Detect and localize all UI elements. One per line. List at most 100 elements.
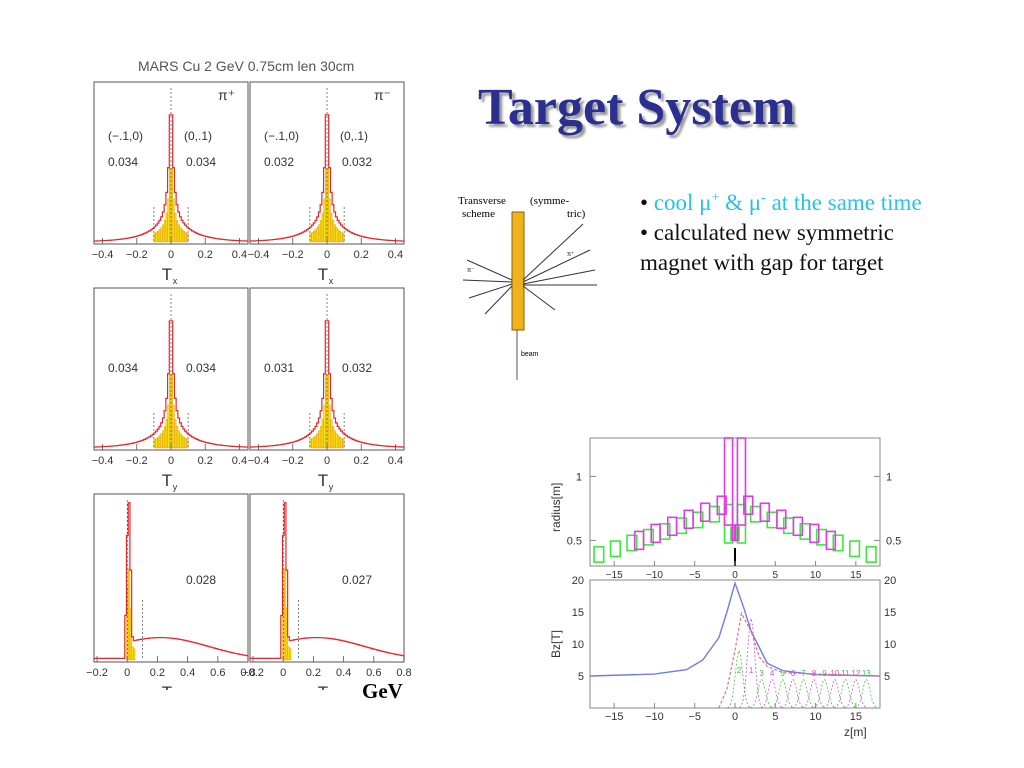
plot-frame: [93, 493, 249, 663]
component-label: 2: [737, 666, 742, 675]
field-coil-component: [833, 678, 857, 709]
x-tick-label: 0.4: [388, 249, 403, 261]
coil: [666, 516, 678, 537]
histogram-line: [93, 320, 249, 448]
field-coil-component: [802, 678, 826, 709]
histogram-pi-plus-Ty: −0.4 −0.2 0 0.2 0.4 T y 0.034 0.034: [92, 287, 249, 492]
field-coil-component: [823, 678, 847, 709]
x-tick-label: −10: [646, 570, 663, 581]
x-tick-label: 0: [168, 249, 174, 261]
coil: [809, 523, 820, 544]
y-tick-label: 5: [578, 671, 584, 683]
x-tick-label: −0.4: [248, 249, 270, 261]
x-tick-label: −15: [606, 570, 623, 581]
component-label: 8: [812, 669, 817, 678]
component-label: 13: [862, 669, 871, 678]
axis-label-subscript: y: [329, 482, 334, 492]
component-label: 1: [749, 666, 754, 675]
coil: [609, 540, 622, 558]
field-coil-component: [739, 618, 763, 708]
component-label: 5: [780, 669, 785, 678]
bullet-item-2: • calculated new symmetric magnet with g…: [640, 220, 894, 275]
histogram-pi-minus-Ty: −0.4 −0.2 0 0.2 0.4 T y 0.031 0.032: [248, 287, 405, 492]
x-tick-label: 0.2: [198, 455, 213, 467]
coil: [699, 502, 711, 522]
x-tick-label: 0.4: [336, 667, 351, 679]
axis-label: T: [318, 471, 328, 490]
y-tick-label: 10: [572, 639, 584, 651]
bullet-text-part: cool μ: [653, 190, 712, 215]
x-tick-label: 0: [732, 570, 738, 581]
coil: [743, 495, 754, 515]
bullet-item-1: • cool μ+ & μ- at the same time: [640, 188, 940, 218]
histogram-line: [249, 502, 405, 660]
fraction-value: 0.034: [186, 361, 216, 375]
y-axis-label: radius[m]: [549, 483, 563, 532]
field-coil-component: [770, 678, 794, 709]
magnet-plots: radius[m]1 10.5 0.5−15 −10 −5 0 5 10 15 Bz[T]20 2…: [549, 437, 901, 739]
y-axis-label: Bz[T]: [549, 630, 563, 658]
y-tick-label: 1: [576, 471, 582, 483]
coil: [650, 523, 661, 544]
histogram-pi-plus-Tx: −0.4 −0.2 0 0.2 0.4 T x π⁺ (−.1,0) (0,.1) 0.034 0.0…: [92, 81, 249, 286]
component-label: 11: [841, 669, 850, 678]
plot-frame: [249, 493, 405, 663]
scheme-label-symmetric: (symme-: [530, 195, 569, 207]
scheme-label-beam: beam: [521, 351, 539, 358]
axis-label-subscript: x: [329, 276, 334, 286]
y-tick-label: 20: [572, 575, 584, 587]
coil: [683, 509, 694, 530]
x-tick-label: −10: [645, 711, 664, 723]
coil: [723, 437, 734, 526]
axis-label: T: [318, 683, 328, 690]
fraction-value: 0.034: [108, 361, 138, 375]
x-tick-label: −0.2: [86, 667, 108, 679]
field-coil-component: [812, 678, 836, 709]
coil: [776, 509, 787, 530]
axis-label: T: [162, 471, 172, 490]
scheme-label-piminus: π⁻: [467, 268, 474, 274]
y-tick-label-right: 10: [884, 639, 896, 651]
histogram-grid: MARS Cu 2 GeV 0.75cm len 30cm −0.4 −0.2 0 0…: [86, 58, 411, 690]
histogram-pi-plus-Tz: −0.200.20.40.60.8Tz0.028: [86, 493, 256, 690]
coil: [731, 524, 736, 542]
unit-label: GeV: [362, 679, 403, 703]
x-tick-label: −0.2: [282, 455, 304, 467]
component-label: 10: [830, 669, 839, 678]
x-axis-label: z[m]: [844, 725, 867, 739]
x-tick-label: 10: [809, 711, 821, 723]
x-tick-label: 0: [124, 667, 130, 679]
histogram-pi-minus-Tx: −0.4 −0.2 0 0.2 0.4 T x π⁻ (−.1,0) (0,.1) 0.032 0.0…: [248, 81, 405, 286]
scheme-label-symmetric2: tric): [567, 208, 586, 220]
scheme-label-piplus: π⁺: [567, 251, 574, 258]
coil: [792, 516, 804, 537]
bullet-text-part: at the same time: [765, 190, 922, 215]
fraction-value: 0.028: [186, 573, 216, 587]
x-tick-label: 5: [772, 711, 778, 723]
field-total-line: [589, 580, 881, 677]
x-tick-label: 0.6: [366, 667, 381, 679]
axis-label: T: [318, 265, 328, 284]
x-tick-label: 0.4: [232, 455, 247, 467]
coil: [832, 534, 844, 552]
fraction-value: 0.032: [342, 361, 372, 375]
y-tick-label-right: 0.5: [886, 535, 901, 547]
x-tick-label: −0.4: [248, 455, 270, 467]
coil: [848, 540, 861, 558]
x-tick-label: 5: [772, 570, 778, 581]
x-tick-label: −0.2: [126, 455, 148, 467]
axis-label: T: [162, 265, 172, 284]
pion-tracks: [462, 223, 597, 315]
x-tick-label: 15: [850, 570, 862, 581]
histogram-line: [93, 114, 249, 242]
fraction-value: 0.031: [264, 361, 294, 375]
field-coil-component: [749, 678, 773, 709]
x-tick-label: 0: [324, 455, 330, 467]
component-label: 4: [770, 669, 775, 678]
x-tick-label: 0.4: [388, 455, 403, 467]
coil: [759, 502, 771, 522]
transverse-scheme-diagram: Transverse scheme (symme- tric) beam π⁻ …: [458, 195, 597, 380]
x-tick-label: 0: [280, 667, 286, 679]
histogram-line: [249, 320, 405, 448]
x-tick-label: −0.2: [242, 667, 264, 679]
